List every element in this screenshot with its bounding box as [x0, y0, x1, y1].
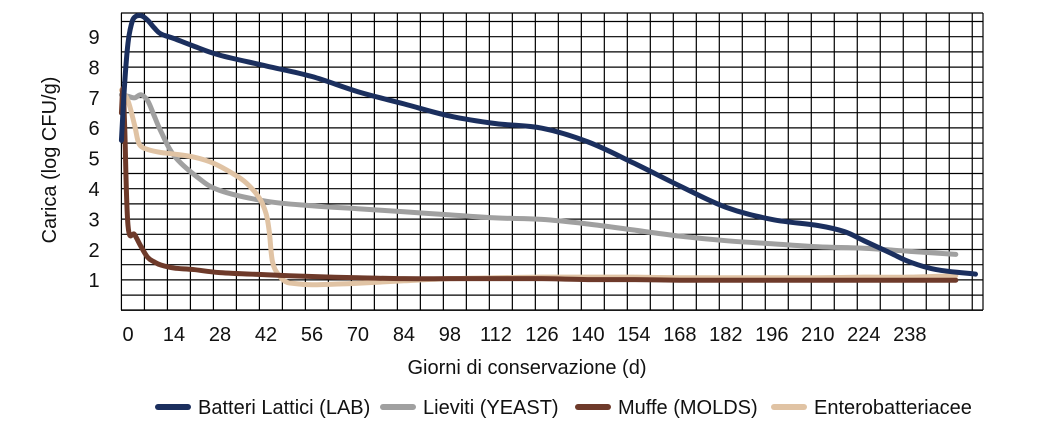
x-tick-label: 140	[571, 324, 604, 346]
y-tick-label: 7	[88, 88, 99, 110]
x-tick-label: 42	[255, 324, 277, 346]
series-line-enterobacteria	[118, 87, 959, 288]
x-tick-label: 14	[163, 324, 185, 346]
legend-label: Lieviti (YEAST)	[423, 397, 559, 419]
x-tick-label: 98	[439, 324, 461, 346]
grid	[120, 12, 984, 311]
legend-label: Batteri Lattici (LAB)	[198, 397, 370, 419]
x-tick-label: 224	[847, 324, 880, 346]
legend: Batteri Lattici (LAB) Lieviti (YEAST) Muff…	[155, 397, 972, 419]
y-tick-labels: 1 2 3 4 5 6 7 8 9	[88, 27, 99, 292]
x-tick-label: 126	[525, 324, 558, 346]
legend-item: Enterobatteriacee	[771, 397, 972, 419]
x-tick-label: 196	[755, 324, 788, 346]
legend-label: Muffe (MOLDS)	[618, 397, 758, 419]
y-axis-title: Carica (log CFU/g)	[39, 77, 61, 244]
x-tick-label: 154	[617, 324, 650, 346]
x-tick-labels: 0 14 28 42 56 70 84 98 112 126 140 154 168 182 196 210 2…	[122, 324, 926, 346]
series-line-yeast	[118, 92, 959, 257]
x-tick-label: 112	[480, 324, 512, 346]
y-tick-label: 4	[88, 179, 99, 201]
y-tick-label: 2	[88, 240, 99, 262]
x-tick-label: 182	[709, 324, 742, 346]
x-tick-label: 210	[801, 324, 834, 346]
y-tick-label: 5	[88, 149, 99, 171]
x-tick-label: 28	[209, 324, 231, 346]
series-lines	[118, 12, 979, 288]
x-axis-title: Giorni di conservazione (d)	[408, 357, 647, 379]
legend-item: Lieviti (YEAST)	[380, 397, 559, 419]
y-tick-label: 1	[88, 270, 99, 292]
x-tick-label: 84	[393, 324, 415, 346]
y-tick-label: 3	[88, 209, 99, 231]
legend-item: Batteri Lattici (LAB)	[155, 397, 370, 419]
legend-label: Enterobatteriacee	[814, 397, 972, 419]
x-tick-label: 70	[347, 324, 369, 346]
x-tick-label: 56	[301, 324, 323, 346]
x-tick-label: 168	[663, 324, 696, 346]
y-tick-label: 6	[88, 118, 99, 140]
series-line-lab	[118, 12, 979, 277]
y-tick-label: 9	[88, 27, 99, 49]
series-line-molds	[118, 86, 959, 283]
x-tick-label: 238	[893, 324, 926, 346]
y-tick-label: 8	[88, 57, 99, 79]
legend-item: Muffe (MOLDS)	[575, 397, 758, 419]
x-tick-label: 0	[122, 324, 133, 346]
